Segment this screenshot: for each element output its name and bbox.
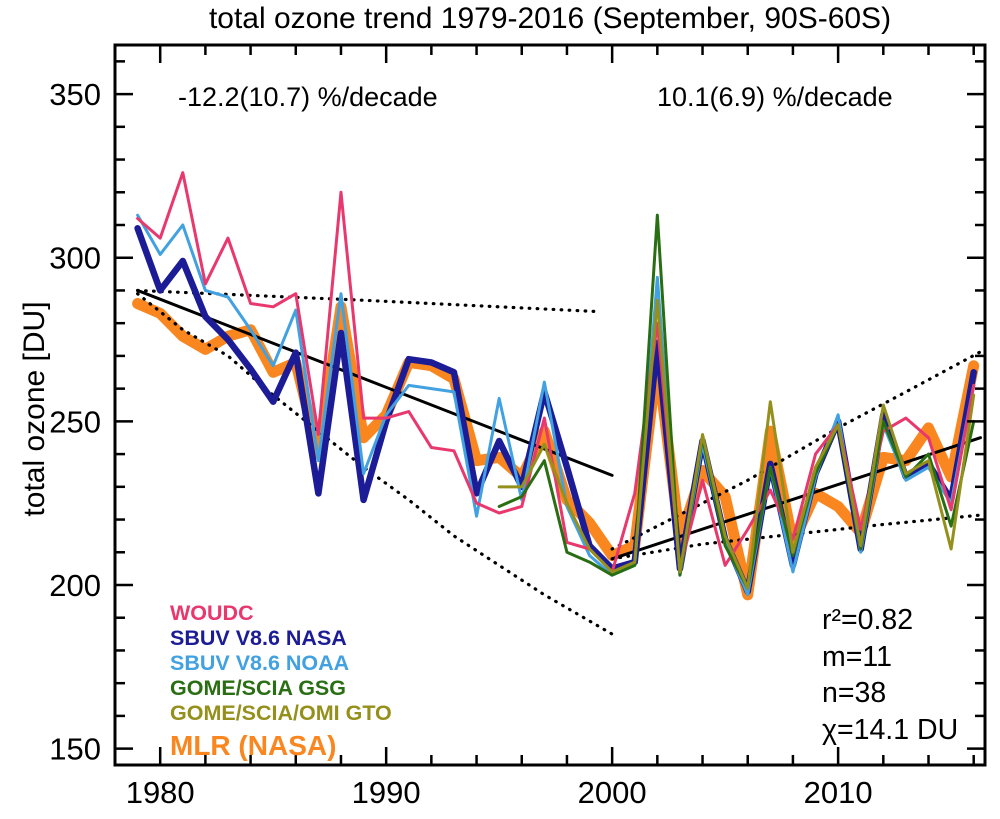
y-tick-label-300: 300 xyxy=(49,241,101,276)
series-sbuv-nasa xyxy=(134,225,977,595)
stat-line-3: χ=14.1 DU xyxy=(822,713,959,746)
trend-annotation-left: -12.2(10.7) %/decade xyxy=(178,82,438,112)
stat-line-1: m=11 xyxy=(822,640,892,673)
stats-block: r²=0.82 m=11 n=38 χ=14.1 DU xyxy=(822,602,958,748)
stat-line-0: r²=0.82 xyxy=(822,604,914,636)
envelope-upper-1979-1999 xyxy=(135,288,603,314)
y-tick-label-150: 150 xyxy=(49,732,101,767)
y-tick-label-250: 250 xyxy=(49,404,101,439)
envelope-lower-1979-1999 xyxy=(135,292,614,636)
x-tick-label-1990: 1990 xyxy=(352,775,421,810)
legend-item-0: WOUDC xyxy=(170,601,254,625)
x-tick-label-1980: 1980 xyxy=(126,775,195,810)
legend-item-2: SBUV V8.6 NOAA xyxy=(170,651,350,675)
series-mlr-nasa xyxy=(132,298,980,601)
legend: WOUDC SBUV V8.6 NASA SBUV V8.6 NOAA GOME/SC… xyxy=(170,601,392,762)
series-gome-scia-omi-gto xyxy=(497,298,976,590)
y-tick-label-200: 200 xyxy=(49,568,101,603)
stat-line-2: n=38 xyxy=(822,677,887,709)
y-tick-label-350: 350 xyxy=(49,77,101,112)
series-gome-scia-gsg xyxy=(497,213,976,590)
legend-item-4: GOME/SCIA/OMI GTO xyxy=(170,701,392,725)
legend-item-3: GOME/SCIA GSG xyxy=(170,676,346,700)
legend-item-5: MLR (NASA) xyxy=(170,730,337,761)
y-axis-title: total ozone [DU] xyxy=(18,301,51,517)
chart-title: total ozone trend 1979-2016 (September, … xyxy=(208,2,892,35)
x-tick-label-2000: 2000 xyxy=(578,775,647,810)
legend-item-1: SBUV V8.6 NASA xyxy=(170,626,347,650)
x-tick-label-2010: 2010 xyxy=(804,775,873,810)
series-sbuv-noaa xyxy=(136,213,976,597)
plot-frame xyxy=(113,43,987,767)
trend-annotation-right: 10.1(6.9) %/decade xyxy=(657,82,893,112)
trend-2000-2016 xyxy=(610,436,982,561)
